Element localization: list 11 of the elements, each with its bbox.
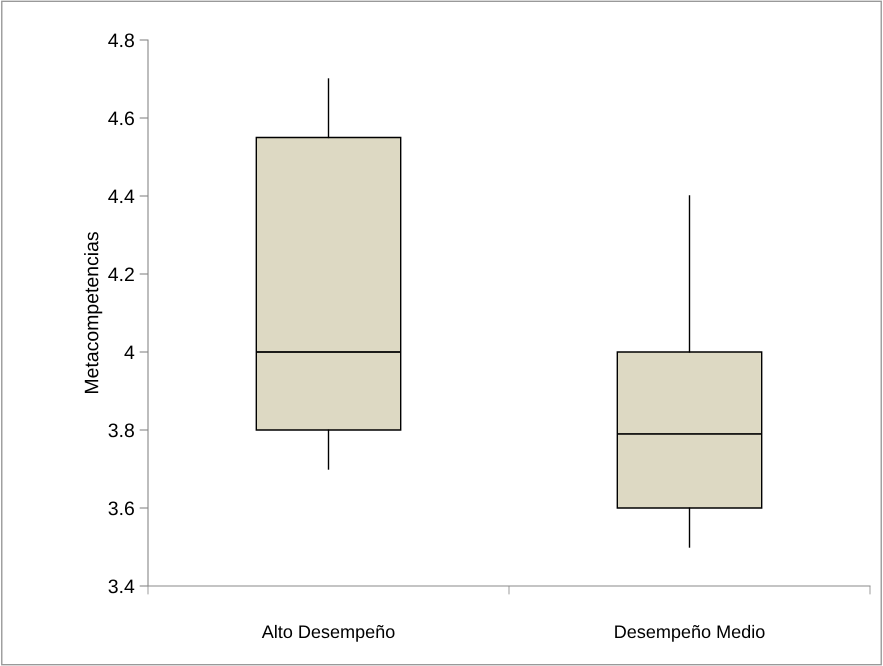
y-tick-label: 4.2 — [108, 267, 134, 282]
x-tick-label: Alto Desempeño — [262, 624, 394, 642]
y-tick-label: 3.8 — [108, 423, 134, 438]
y-tick-label: 4.6 — [108, 111, 134, 126]
y-tick-label: 3.4 — [108, 579, 134, 594]
x-tick-label: Desempeño Medio — [615, 624, 765, 642]
y-tick-label: 4.8 — [108, 33, 134, 48]
y-tick-label: 3.6 — [108, 501, 134, 516]
y-tick-label: 4 — [124, 346, 134, 360]
y-tick-label: 4.4 — [108, 190, 134, 204]
y-axis-title: Metacompetencias — [84, 232, 102, 393]
